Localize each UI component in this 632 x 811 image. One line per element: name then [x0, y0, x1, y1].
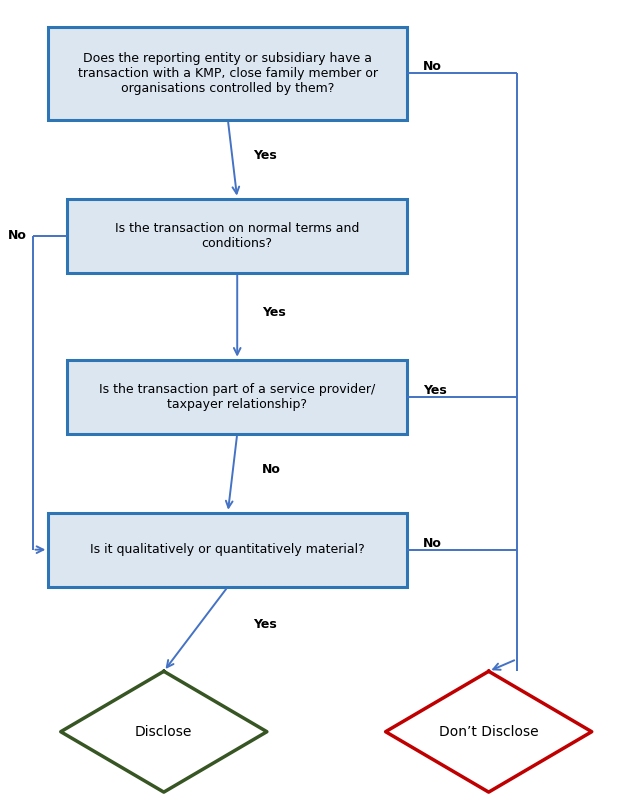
Text: Yes: Yes	[262, 306, 286, 319]
FancyBboxPatch shape	[67, 199, 408, 272]
FancyBboxPatch shape	[48, 513, 408, 586]
Text: No: No	[423, 60, 442, 73]
Text: No: No	[423, 537, 442, 550]
Text: Yes: Yes	[423, 384, 447, 397]
Text: Is it qualitatively or quantitatively material?: Is it qualitatively or quantitatively ma…	[90, 543, 365, 556]
Text: No: No	[262, 462, 281, 475]
FancyBboxPatch shape	[48, 27, 408, 119]
Text: Does the reporting entity or subsidiary have a
transaction with a KMP, close fam: Does the reporting entity or subsidiary …	[78, 52, 378, 95]
Text: Is the transaction on normal terms and
conditions?: Is the transaction on normal terms and c…	[115, 221, 360, 250]
Text: No: No	[8, 229, 27, 242]
Text: Is the transaction part of a service provider/
taxpayer relationship?: Is the transaction part of a service pro…	[99, 383, 375, 410]
FancyBboxPatch shape	[67, 359, 408, 434]
Text: Don’t Disclose: Don’t Disclose	[439, 725, 538, 739]
Text: Disclose: Disclose	[135, 725, 193, 739]
Text: Yes: Yes	[253, 148, 277, 161]
Text: Yes: Yes	[253, 619, 277, 632]
